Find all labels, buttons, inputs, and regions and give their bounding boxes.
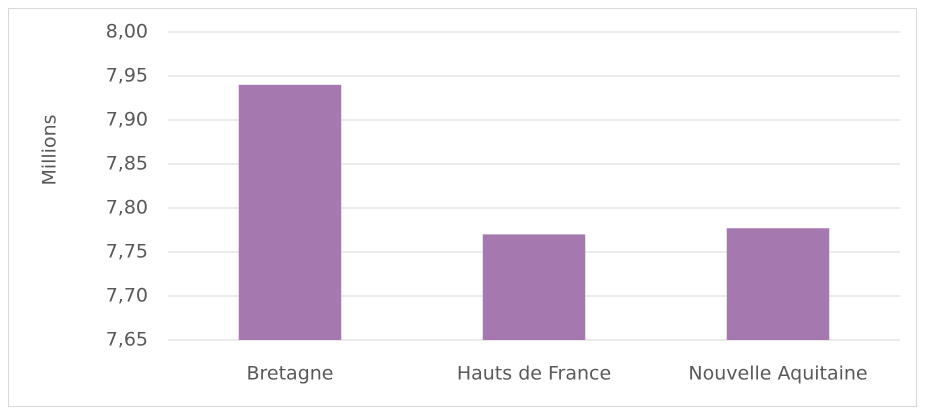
y-tick-label: 7,65 bbox=[106, 329, 148, 351]
x-tick-label: Hauts de France bbox=[457, 363, 611, 385]
y-tick-label: 7,80 bbox=[106, 197, 148, 219]
chart-border bbox=[8, 8, 917, 407]
y-tick-label: 7,70 bbox=[106, 285, 148, 307]
y-tick-label: 7,75 bbox=[106, 241, 148, 263]
bar bbox=[726, 228, 830, 340]
bar bbox=[238, 84, 342, 340]
bar bbox=[482, 234, 586, 340]
y-tick-label: 8,00 bbox=[106, 21, 148, 43]
y-tick-label: 7,85 bbox=[106, 153, 148, 175]
y-tick-label: 7,95 bbox=[106, 65, 148, 87]
y-axis-label: Millions bbox=[39, 114, 61, 185]
x-tick-label: Nouvelle Aquitaine bbox=[688, 363, 867, 385]
x-tick-label: Bretagne bbox=[246, 363, 333, 385]
y-tick-label: 7,90 bbox=[106, 109, 148, 131]
